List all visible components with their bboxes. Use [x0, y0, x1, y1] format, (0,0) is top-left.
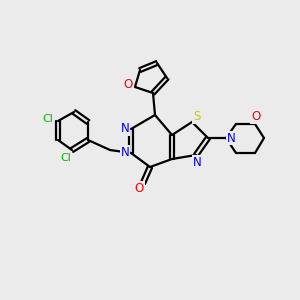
Text: N: N: [193, 155, 201, 169]
Text: Cl: Cl: [61, 153, 71, 163]
Text: O: O: [251, 110, 261, 124]
Text: N: N: [121, 122, 129, 136]
Text: N: N: [226, 131, 236, 145]
Text: S: S: [193, 110, 201, 124]
Text: O: O: [123, 79, 133, 92]
Text: Cl: Cl: [43, 114, 53, 124]
Text: O: O: [134, 182, 144, 194]
Text: N: N: [121, 146, 129, 158]
